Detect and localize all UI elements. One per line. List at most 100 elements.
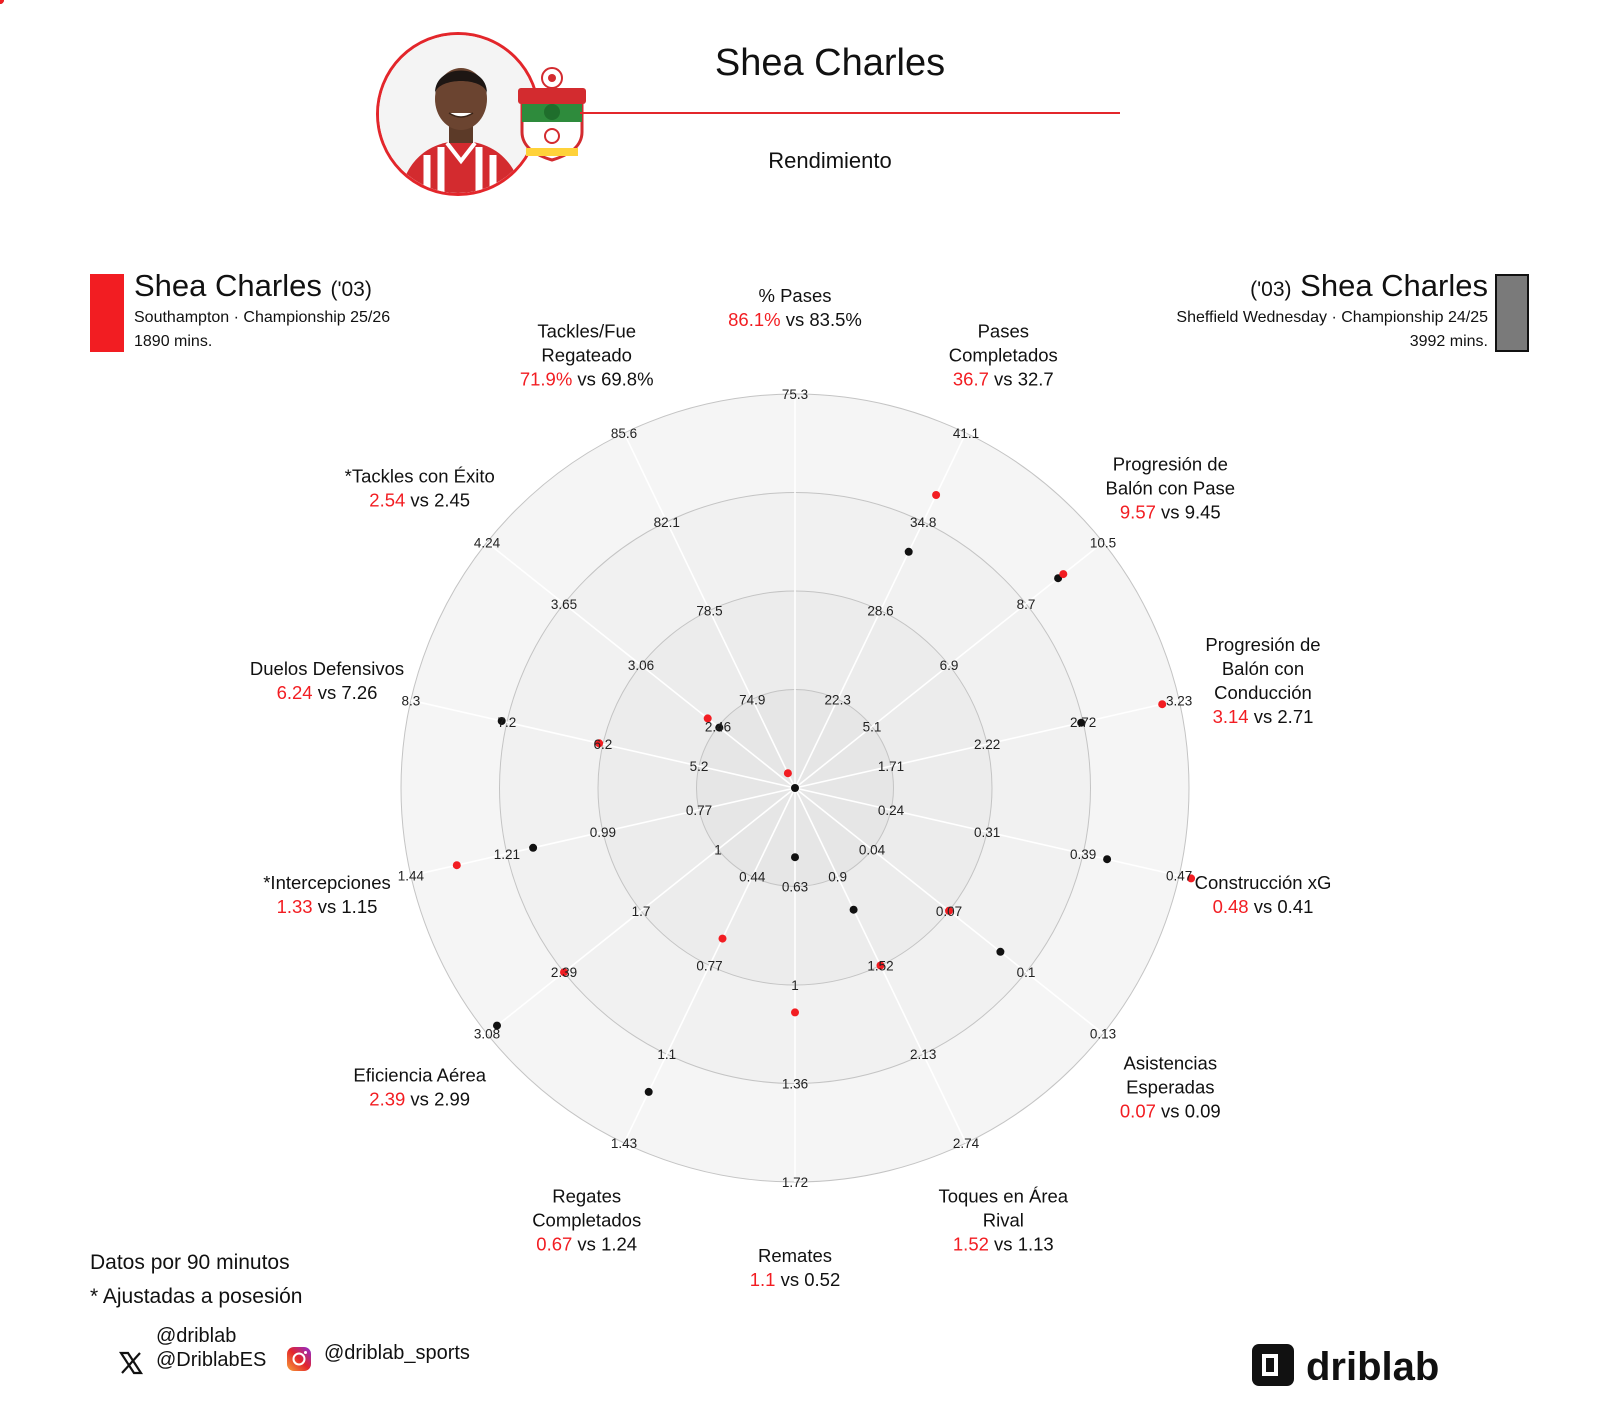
tick-label: 1 [791,978,799,993]
value-a: 1.33 [277,896,313,917]
legend-left-year: ('03) [330,278,372,301]
legend-left: Shea Charles ('03) Southampton · Champio… [134,270,390,354]
series-a-point [945,906,953,915]
value-b: 1.15 [341,896,377,917]
tick-label: 1.36 [782,1077,808,1092]
series-b-point [529,843,538,852]
axis-label: Asistencias Esperadas 0.07 vs 0.09 [1120,1052,1221,1121]
tick-label: 0.1 [1017,965,1036,980]
series-a-point [703,714,712,723]
note-per90: Datos por 90 minutos [90,1251,290,1274]
legend-right-team: Sheffield Wednesday · Championship 24/25 [1176,309,1488,326]
series-b-point [1077,718,1086,727]
tick-label: 34.8 [910,515,936,530]
tick-label: 4.24 [474,535,501,550]
legend-right-year: ('03) [1250,278,1292,301]
series-b-point [497,717,506,725]
tick-label: 6.9 [940,658,959,673]
instagram-icon [287,1347,311,1371]
legend-swatch-grey [1495,274,1529,352]
radar-spoke [623,787,796,1144]
series-a-point [1059,570,1068,579]
axis-label: Remates 1.1 vs 0.52 [750,1245,841,1290]
series-a-point [1158,700,1167,709]
value-a: 0.67 [536,1234,572,1255]
series-a-point [595,739,604,748]
series-a-point [932,491,941,499]
tick-label: 3.65 [551,597,577,612]
tick-label: 2.22 [974,737,1000,752]
tick-label: 1.21 [494,847,520,862]
tick-label: 75.3 [782,387,808,402]
legend-left-minutes: 1890 mins. [134,333,213,350]
tick-label: 3.23 [1166,693,1192,708]
value-a: 71.9% [520,369,572,390]
tick-label: 2.74 [953,1136,980,1151]
tick-label: 8.7 [1017,597,1036,612]
tick-label: 0.77 [696,959,722,974]
page-title: Shea Charles [714,42,946,84]
tick-label: 10.5 [1090,535,1116,550]
value-b: 0.41 [1277,896,1313,917]
radar-spoke [794,699,1180,789]
axis-label: Toques en Área Rival 1.52 vs 1.13 [939,1186,1069,1255]
tick-label: 0.9 [828,870,847,885]
tick-label: 0.99 [590,825,616,840]
axis-label: % Pases 86.1% vs 83.5% [728,285,862,330]
tick-label: 1 [714,842,722,857]
x-handle[interactable]: @driblab [156,1325,237,1347]
tick-label: 7.2 [498,715,517,730]
series-a-point [718,934,727,943]
axis-label: Progresión de Balón con Conducción 3.14 vs … [1205,634,1320,727]
tick-label: 3.06 [628,658,654,673]
x-logo-icon [118,1351,144,1375]
value-b: 9.45 [1185,502,1221,523]
tick-label: 87.8 [0,0,13,3]
tick-label: 5.2 [690,759,709,774]
tick-label: 85.6 [611,426,637,441]
series-b-point [493,1021,501,1030]
series-a-point [0,0,4,4]
tick-label: 84.6 [0,0,13,3]
x-handle-es[interactable]: @DriblabES [156,1349,267,1371]
tick-label: 8.3 [402,693,421,708]
tick-label: 41.1 [953,426,979,441]
value-a: 3.14 [1213,706,1249,727]
value-b: 2.71 [1277,706,1313,727]
series-a-point [452,861,461,870]
value-a: 2.54 [369,490,405,511]
axis-label: Pases Completados 36.7 vs 32.7 [949,321,1058,390]
instagram-handle[interactable]: @driblab_sports [324,1342,470,1364]
value-a: 86.1% [728,309,780,330]
series-b-point [996,947,1005,956]
value-a: 1.1 [750,1269,776,1290]
value-a: 6.24 [277,682,313,703]
value-a: 0.48 [1213,896,1249,917]
legend-left-name: Shea Charles [134,268,322,303]
tick-label: 3.08 [474,1027,500,1042]
tick-label: 1.43 [611,1136,637,1151]
value-b: 2.45 [434,490,470,511]
page-subtitle: Rendimiento [768,148,892,173]
radar-spoke [794,541,1104,789]
club-crest-icon [512,66,592,162]
value-b: 69.8% [601,369,653,390]
value-a: 2.39 [369,1088,405,1109]
series-b-point [715,723,724,732]
series-b-point [904,547,913,556]
brand-wordmark: driblab [1306,1345,1439,1389]
tick-label: 0.77 [686,803,712,818]
legend-left-team: Southampton · Championship 25/26 [134,309,391,326]
axis-label: Progresión de Balón con Pase 9.57 vs 9.45 [1106,454,1236,523]
radar-spoke [410,787,796,877]
tick-label: 0.24 [878,803,905,818]
tick-label: 2.39 [551,965,577,980]
value-b: 0.09 [1185,1100,1221,1121]
tick-label: 5.1 [863,720,882,735]
value-a: 36.7 [953,369,989,390]
series-a-point [1187,874,1196,883]
tick-label: 78.5 [696,604,722,619]
legend-swatch-red [90,274,124,352]
radar-spoke [486,541,796,789]
